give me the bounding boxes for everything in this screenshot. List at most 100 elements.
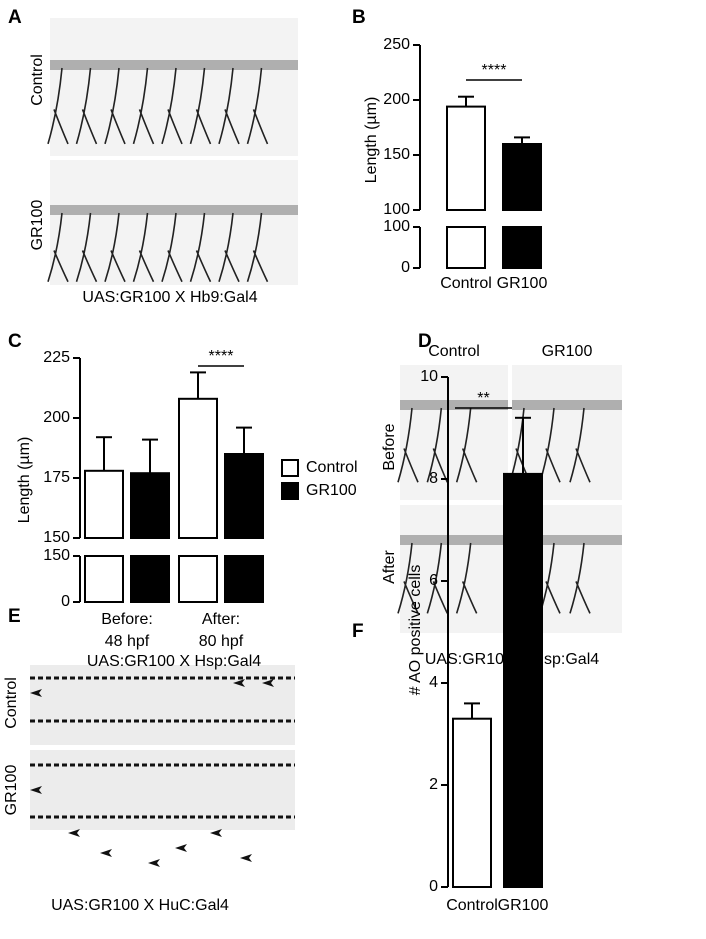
y-tick-label: 0 [429,878,438,895]
micrograph-band [50,60,298,70]
bar [446,226,486,269]
y-axis-label: Length (µm) [16,437,33,524]
y-axis-label: # AO positive cells [407,565,424,696]
nerve [569,542,591,614]
arrowhead [30,786,42,794]
nerve [397,542,419,614]
x-tick-sublabel: 48 hpf [105,633,150,650]
legend-swatch [281,459,299,477]
y-tick-label: 100 [383,218,410,235]
y-tick-label: 4 [429,674,438,691]
caption: UAS:GR100 X Hsp:Gal4 [87,653,261,670]
micrograph-band [400,400,508,410]
x-tick-label: GR100 [497,275,548,292]
y-tick-label: 6 [429,572,438,589]
nerve [189,212,212,283]
y-tick-label: 150 [43,547,70,564]
nerve [47,67,69,145]
y-tick-label: 250 [383,36,410,53]
arrowhead [100,849,112,857]
x-tick-sublabel: 80 hpf [199,633,244,650]
micrograph-band [50,205,298,215]
row-label: Before [381,423,398,470]
bar [224,555,264,603]
y-tick-label: 0 [401,259,410,276]
y-tick-label: 100 [383,201,410,218]
nerve [104,67,126,145]
micrograph-band [512,400,622,410]
panel-label: C [8,331,22,352]
micrograph-band [400,535,508,545]
y-tick-label: 200 [383,91,410,108]
nerve [397,407,419,483]
row-label: Control [3,677,20,729]
nerve [47,212,69,283]
nerve [246,212,269,283]
nerve [161,67,183,145]
caption: UAS:GR100 X HuC:Gal4 [51,897,229,914]
bar [84,555,124,603]
arrowhead [240,854,252,862]
nerve [569,407,591,483]
bar [502,143,542,211]
significance: **** [482,62,507,79]
y-tick-label: 8 [429,470,438,487]
nerve [246,67,269,145]
y-tick-label: 175 [43,469,70,486]
y-tick-label: 0 [61,593,70,610]
arrowhead [68,829,80,837]
bar [502,226,542,269]
nerve [132,67,155,145]
row-label: GR100 [29,200,46,251]
significance: ** [477,390,489,407]
x-tick-label: Control [446,897,498,914]
micrograph [400,365,508,500]
nerve [132,212,155,283]
bar [452,717,492,889]
column-label: GR100 [542,343,593,360]
row-label: Control [29,54,46,106]
micrograph-band [512,535,622,545]
nerve [455,407,478,483]
legend-swatch [281,482,299,500]
bar [178,397,218,539]
bar [130,472,170,540]
arrowhead [148,859,160,867]
arrowhead [175,844,187,852]
x-tick-label: After: [202,611,240,628]
arrowhead [233,679,245,687]
micrographs [30,18,622,867]
x-tick-label: GR100 [498,897,549,914]
panel-label: B [352,7,366,28]
panel-label: E [8,606,21,627]
y-tick-label: 200 [43,409,70,426]
y-axis-label: Length (µm) [363,97,380,184]
y-tick-label: 2 [429,776,438,793]
legend-label: Control [306,459,358,476]
arrowhead [210,829,222,837]
panel-label: F [352,621,364,642]
arrowhead [30,689,42,697]
bar [130,555,170,603]
row-label: GR100 [3,765,20,816]
y-tick-label: 10 [420,368,438,385]
nerve [161,212,183,283]
bar [84,469,124,539]
column-label: Control [428,343,480,360]
panel-label: A [8,7,22,28]
bar [446,105,486,211]
panel-label: D [418,331,432,352]
x-tick-label: Before: [101,611,153,628]
nerve [218,212,240,283]
y-tick-label: 225 [43,349,70,366]
nerve [455,542,478,614]
arrowhead [262,679,274,687]
nerve [75,212,98,283]
caption: UAS:GR100 X Hb9:Gal4 [82,289,257,306]
significance: **** [209,348,234,365]
nerve [104,212,126,283]
bar [178,555,218,603]
x-tick-label: Control [440,275,492,292]
